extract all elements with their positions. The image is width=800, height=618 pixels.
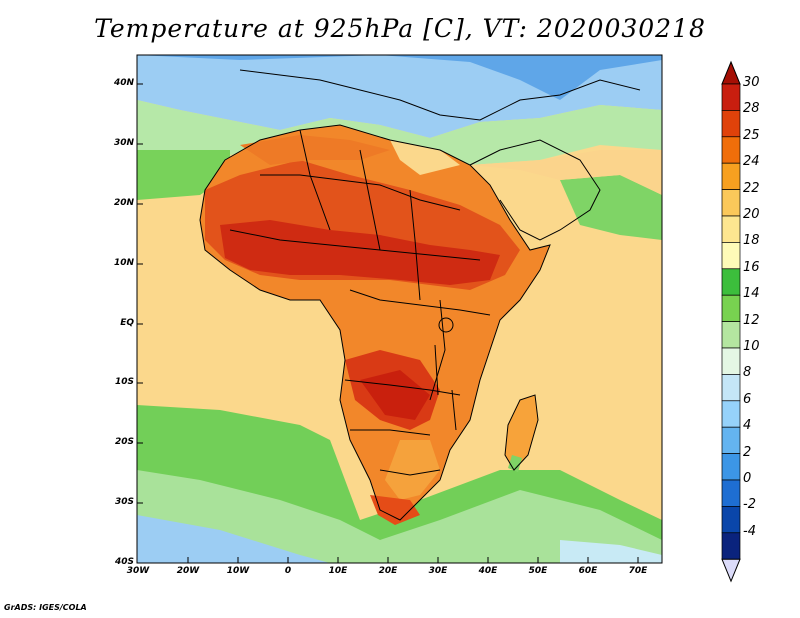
lon-label-70e: 70E [628,566,648,576]
colorbar-label: 10 [743,339,760,354]
colorbar-swatch [721,347,741,375]
lon-label-30w: 30W [126,566,150,576]
map-title: Temperature at 925hPa [C], VT: 202003021… [94,14,706,43]
lon-label-40e: 40E [478,566,498,576]
colorbar-swatch [721,136,741,164]
colorbar-label: 0 [743,471,752,486]
axis-ticks [137,83,639,563]
colorbar-label: 14 [743,286,760,302]
colorbar-label: 8 [743,365,752,381]
colorbar-label: 18 [743,233,760,249]
colorbar-label: 4 [743,418,752,434]
colorbar-label: 25 [743,127,760,143]
colorbar-swatch [721,189,741,217]
colorbar-bottom-arrow [721,558,741,583]
colorbar-label: 20 [743,207,760,222]
plot-frame [136,54,663,564]
lat-label-40n: 40N [113,78,134,88]
lon-label-20w: 20W [176,566,200,576]
colorbar-swatch [721,321,741,349]
lat-label-30s: 30S [114,497,134,507]
colorbar-swatch [721,294,741,322]
lat-label-40s: 40S [114,557,134,567]
colorbar-swatch [721,374,741,402]
colorbar-label: 2 [743,444,752,460]
colorbar-label: 30 [743,75,760,90]
lon-label-10e: 10E [328,566,348,576]
colorbar-swatch [721,110,741,138]
coastlines [199,69,641,521]
lon-label-60e: 60E [578,566,598,576]
colorbar-label: 6 [743,391,752,407]
colorbar-swatch [721,268,741,296]
lon-label-30e: 30E [428,566,448,576]
colorbar-swatch [721,426,741,454]
lat-label-eq: EQ [120,318,134,328]
colorbar-swatch [721,453,741,481]
lat-label-20s: 20S [114,437,134,447]
colorbar-label: 12 [743,312,760,328]
colorbar-swatch [721,506,741,534]
lon-label-50e: 50E [528,566,548,576]
colorbar [721,60,741,583]
colorbar-label: 24 [743,154,760,170]
lat-label-30n: 30N [113,138,134,148]
lon-label-0: 0 [284,566,292,576]
colorbar-label: 22 [743,180,760,196]
colorbar-label: -2 [743,497,756,513]
colorbar-swatch [721,162,741,190]
temperature-field [137,55,662,563]
madagascar [505,395,538,470]
credit-text: GrADS: IGES/COLA [4,603,87,612]
colorbar-top-arrow [721,60,741,85]
colorbar-label: -4 [743,523,756,539]
colorbar-swatch [721,83,741,111]
lat-label-10s: 10S [114,377,134,387]
lat-label-20n: 20N [113,198,134,208]
lon-label-10w: 10W [226,566,250,576]
colorbar-swatch [721,532,741,560]
colorbar-label: 28 [743,101,760,117]
colorbar-swatch [721,479,741,507]
lon-label-20e: 20E [378,566,398,576]
colorbar-swatch [721,242,741,270]
colorbar-swatch [721,400,741,428]
lat-label-10n: 10N [113,258,134,268]
colorbar-label: 16 [743,259,760,275]
colorbar-swatch [721,215,741,243]
